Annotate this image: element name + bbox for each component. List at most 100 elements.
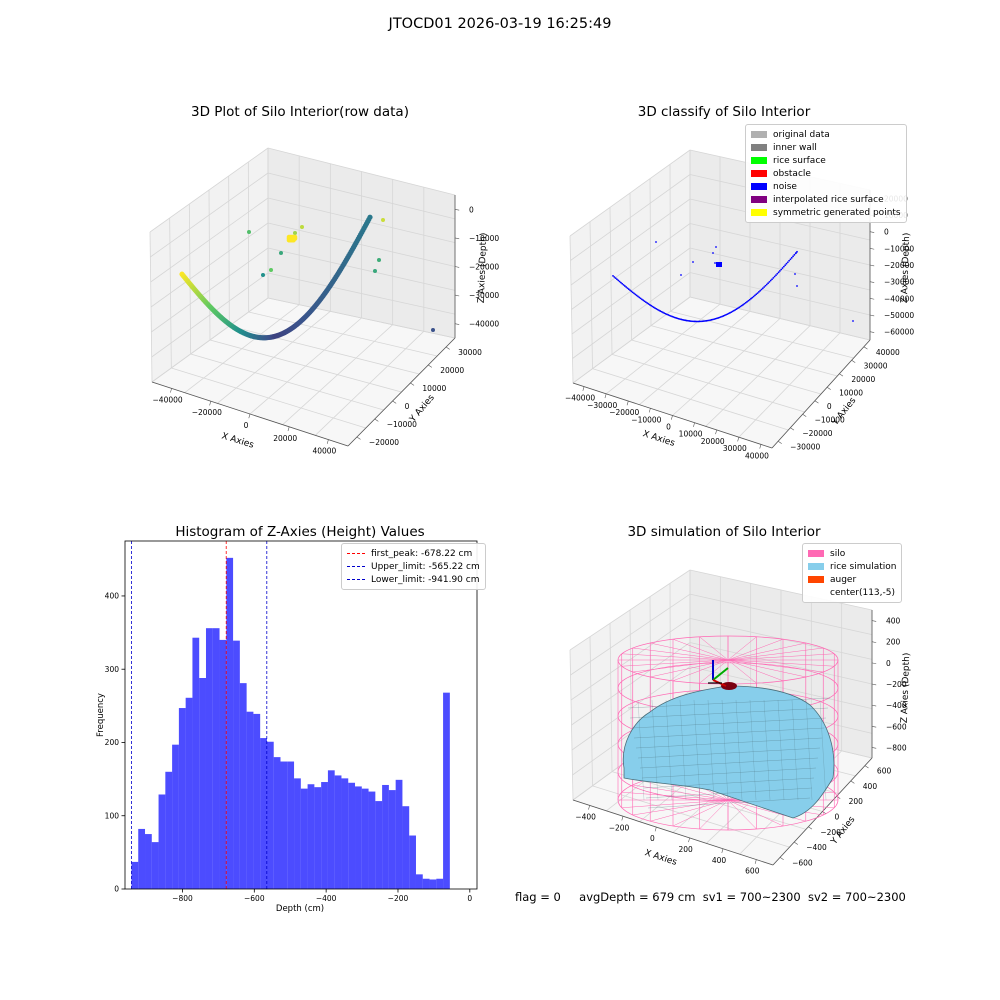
mesh-line	[707, 699, 715, 801]
mesh-line	[735, 699, 743, 801]
tick-mark	[410, 382, 415, 386]
histogram-bar	[436, 878, 444, 889]
histogram-bar	[145, 834, 152, 889]
noise-point	[625, 286, 628, 288]
noise-point	[765, 283, 768, 286]
tick-mark	[794, 841, 798, 845]
mesh-line	[749, 699, 757, 801]
histogram-bar	[314, 787, 322, 889]
legend-label: original data	[773, 129, 830, 140]
tick-mark	[869, 314, 875, 317]
noise-point	[735, 308, 738, 310]
z-tick-label: −200	[886, 680, 907, 689]
y-tick-label: −20000	[369, 438, 399, 447]
tick-mark	[454, 266, 460, 268]
histogram-bar	[205, 628, 213, 889]
histogram-bar	[185, 697, 193, 889]
legend-entry: original data	[751, 128, 901, 141]
noise-point	[701, 320, 704, 323]
histogram-bar	[348, 782, 356, 889]
noise-point	[626, 287, 629, 290]
legend-label: center(113,-5)	[830, 587, 895, 598]
tick-mark	[445, 346, 450, 350]
noise-point	[736, 307, 739, 310]
plot-frame	[124, 540, 478, 890]
noise-point	[760, 288, 763, 291]
legend-swatch	[808, 576, 824, 583]
noise-point	[794, 273, 796, 275]
tick-mark	[454, 294, 460, 297]
x-tick-label: −400	[575, 812, 596, 821]
legend-label: rice simulation	[830, 561, 897, 572]
noise-point	[796, 285, 798, 287]
footer-avg-depth: avgDepth = 679 cm	[579, 890, 696, 904]
axis-marker-y	[712, 667, 729, 681]
tick-mark	[648, 408, 651, 413]
z-tick-label: 200	[886, 638, 901, 647]
noise-point	[612, 274, 614, 277]
floor-pane	[573, 297, 870, 448]
noise-point	[651, 305, 654, 308]
data-point	[269, 268, 273, 272]
silo-wire	[727, 659, 784, 682]
mesh-line	[637, 699, 645, 801]
legend-entry: noise	[751, 180, 901, 193]
histogram-bar	[395, 779, 403, 889]
noise-point	[692, 320, 695, 323]
mesh-line	[805, 699, 813, 801]
histogram-bar	[178, 708, 186, 889]
legend-entry: obstacle	[751, 167, 901, 180]
noise-point	[754, 294, 756, 297]
silo-wire	[672, 659, 729, 682]
tick-mark	[454, 237, 460, 240]
noise-point	[734, 308, 737, 311]
histogram-bar	[131, 861, 139, 889]
panel4-3d-axes: −400 −200 0 200 400 600 −600 −400 −200 0 200 400 600…	[569, 569, 912, 876]
tick-mark	[851, 360, 856, 363]
noise-point	[796, 250, 798, 253]
y-tick-label: −20000	[802, 429, 832, 438]
tick-mark	[869, 281, 875, 283]
x-tick-label: −20000	[609, 408, 639, 417]
noise-point	[654, 307, 656, 309]
legend-label: Upper_limit: -565.22 cm	[371, 561, 480, 572]
noise-point	[784, 264, 787, 267]
tick-mark	[808, 826, 813, 830]
grid-line	[149, 147, 269, 233]
tick-mark	[737, 437, 740, 442]
grid-line	[248, 311, 438, 357]
histogram-bar	[239, 683, 247, 889]
tick-mark	[392, 400, 397, 404]
histogram-bar	[327, 770, 335, 889]
tick-mark	[869, 331, 875, 333]
histogram-bar	[199, 678, 206, 889]
panel1-3d-axes: −40000 −20000 0 20000 40000 −20000 −10000 0 1000…	[149, 147, 499, 456]
legend-entry: rice surface	[751, 154, 901, 167]
histogram-bar	[375, 801, 383, 889]
noise-point	[771, 278, 773, 281]
noise-point	[689, 320, 692, 323]
histogram-bar	[307, 784, 315, 889]
noise-point	[627, 288, 630, 291]
tick-mark	[790, 427, 795, 431]
legend-swatch	[751, 183, 767, 190]
x-tick-label: 40000	[312, 447, 336, 456]
data-point	[381, 218, 385, 222]
mesh-line	[641, 767, 817, 779]
noise-point	[639, 297, 642, 300]
histogram-bar	[246, 711, 254, 889]
tick-mark	[869, 248, 875, 250]
legend-entry: inner wall	[751, 141, 901, 154]
noise-point	[618, 280, 621, 283]
legend-entry: center(113,-5)	[808, 586, 896, 599]
x-tick-label: 0	[244, 421, 249, 430]
noise-point	[744, 301, 747, 304]
noise-point	[751, 296, 754, 299]
z-tick-label: 0	[886, 659, 891, 668]
noise-point	[646, 302, 649, 304]
x-tick-label: −10000	[631, 415, 661, 424]
x-tick-label: 40000	[745, 451, 769, 460]
tick-mark	[871, 620, 877, 622]
noise-point	[638, 296, 641, 299]
legend-swatch	[751, 196, 767, 203]
